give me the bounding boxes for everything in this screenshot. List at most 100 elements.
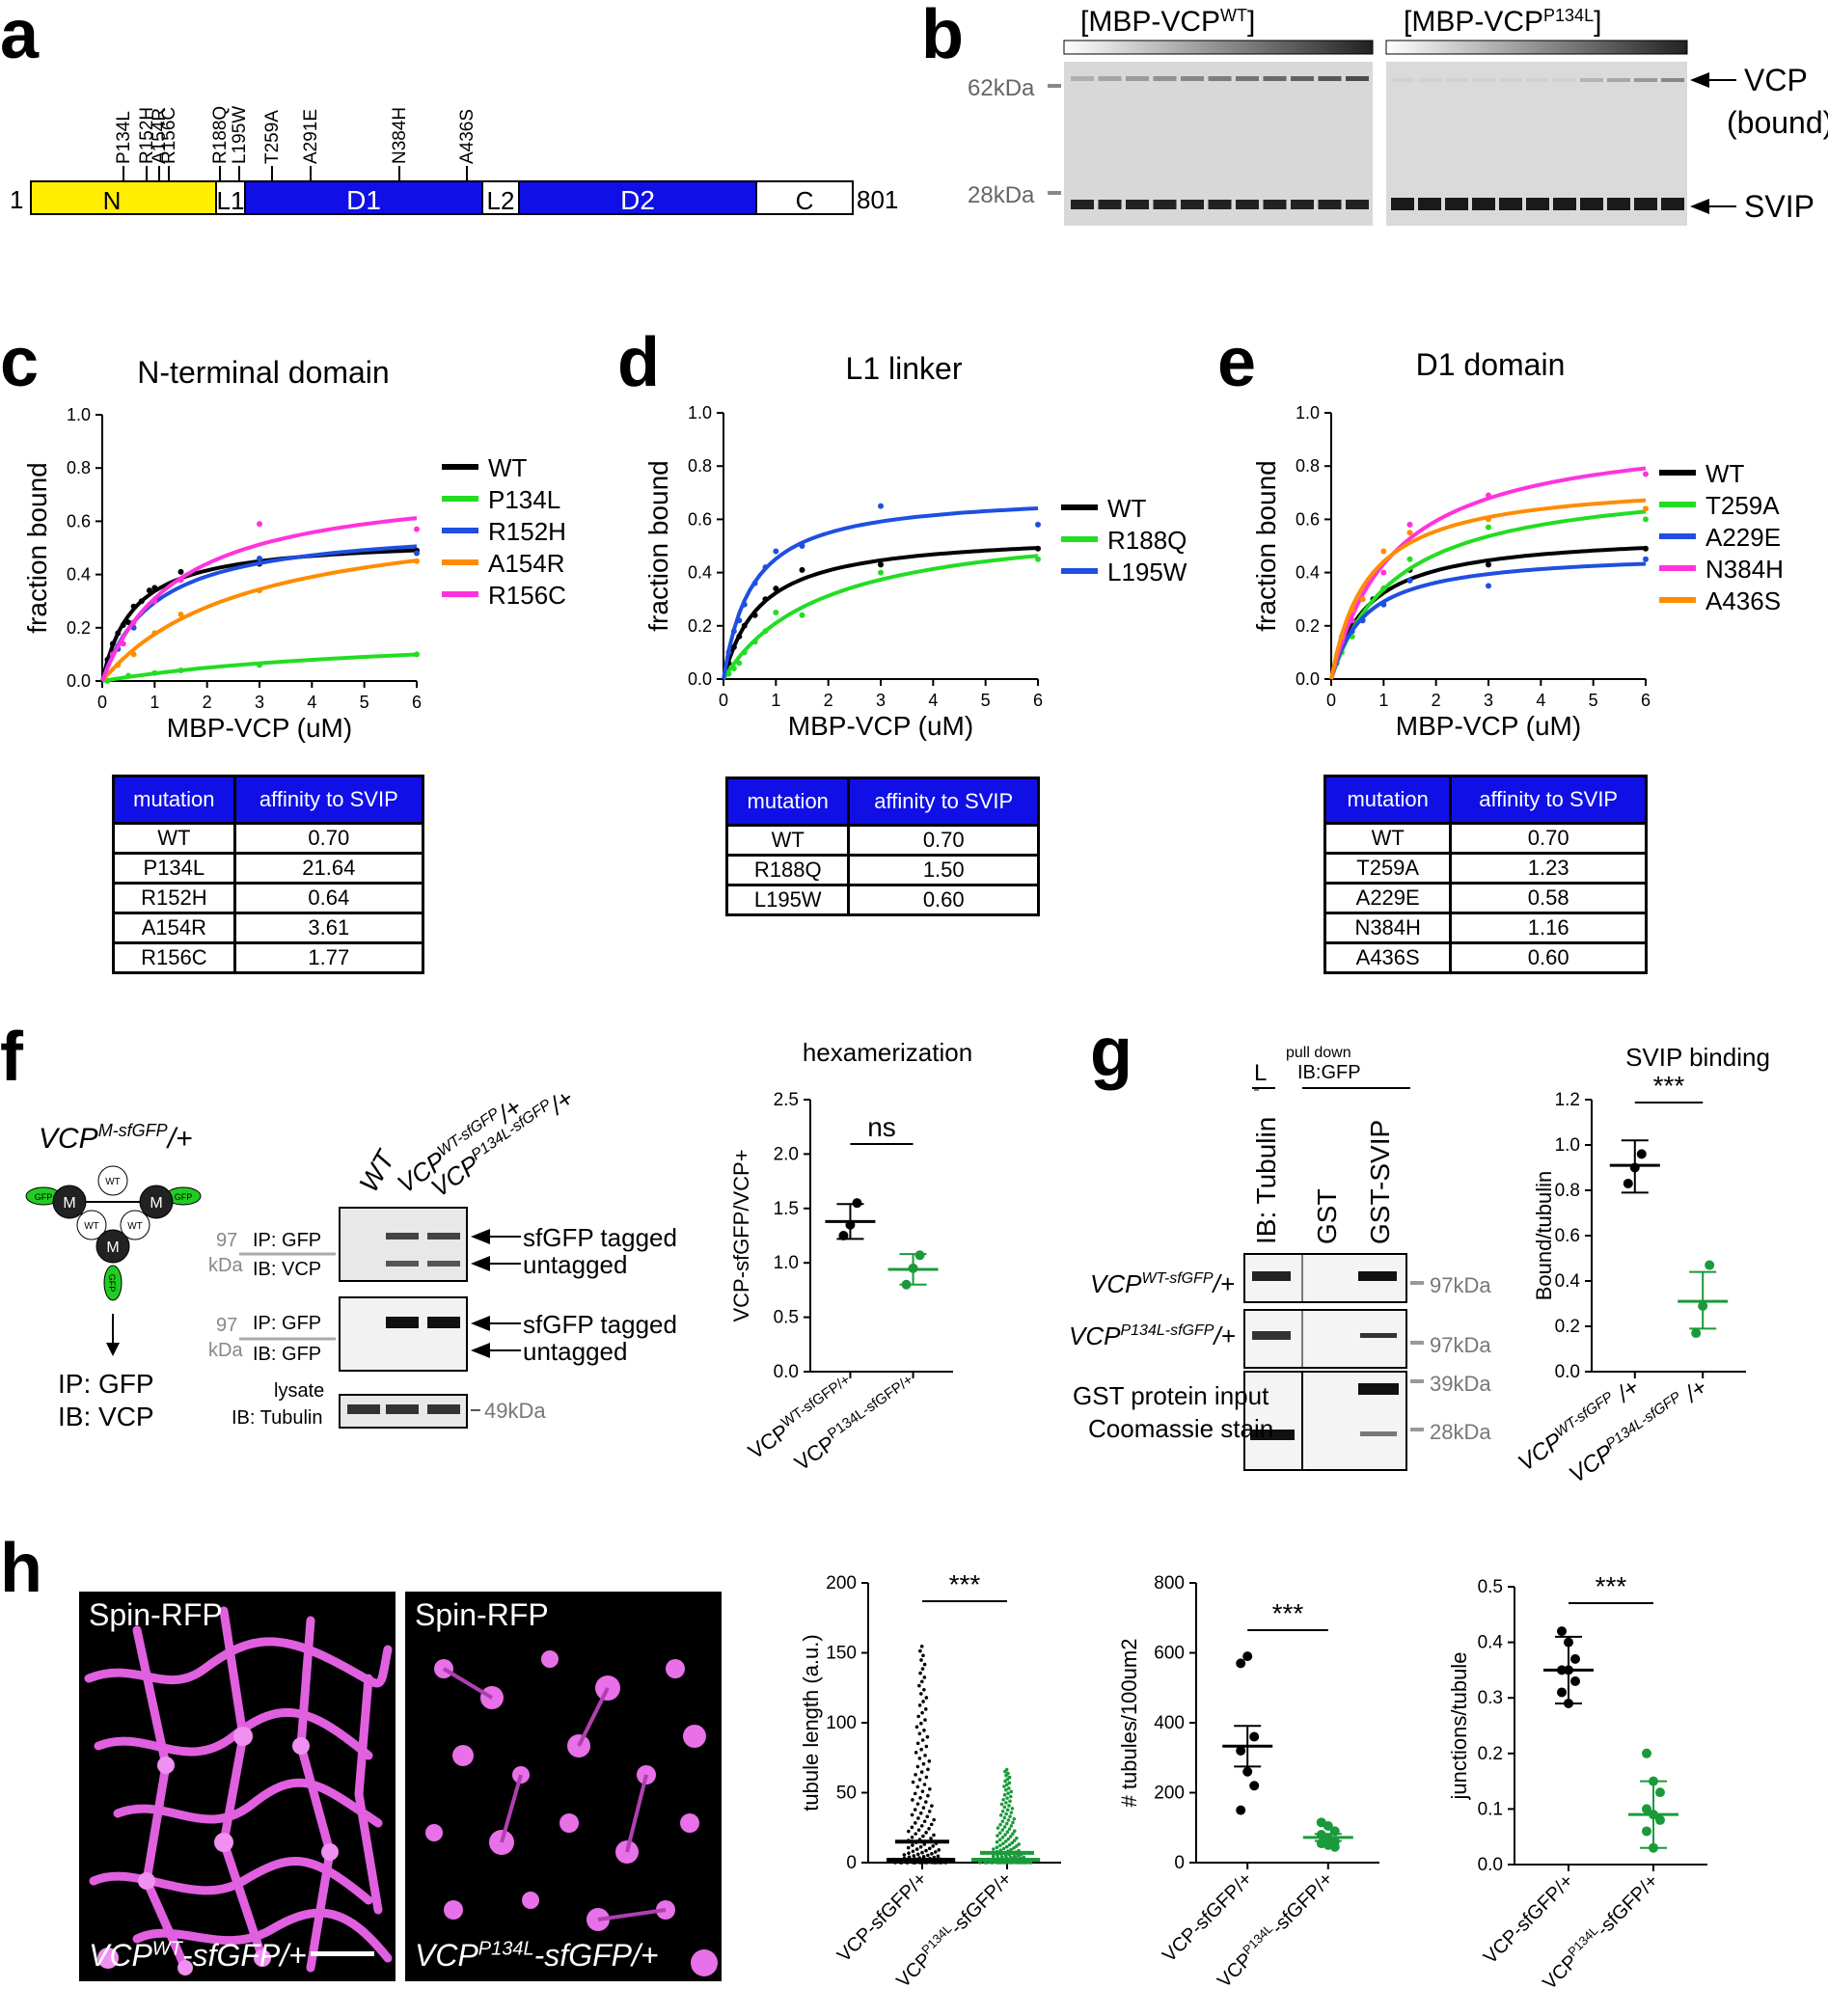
table-row: WT 0.70: [1323, 822, 1648, 855]
data-point: [1000, 1819, 1005, 1824]
data-point: [917, 1683, 921, 1688]
x-tick-label: 2: [203, 693, 212, 712]
data-point: [997, 1859, 1002, 1864]
data-point: [1007, 1786, 1011, 1790]
data-point: [115, 630, 122, 637]
data-point: [917, 1757, 922, 1760]
data-point: [911, 1849, 915, 1854]
y-tick-label: 0.6: [1296, 509, 1320, 529]
m-subunit-label: M: [106, 1240, 119, 1256]
gel-marker-62: 62kDa: [968, 75, 1035, 101]
data-point: [920, 1710, 924, 1715]
data-point: [1015, 1861, 1020, 1865]
data-point: [414, 526, 420, 532]
data-point: [992, 1856, 996, 1861]
data-point: [1011, 1858, 1016, 1863]
x-tick-label: 1: [150, 693, 159, 712]
data-point: [912, 1861, 915, 1865]
data-point: [1005, 1777, 1010, 1782]
data-point: [799, 612, 805, 618]
g-coomassie: Coomassie stain: [1088, 1414, 1273, 1443]
series-line-A436S: [1329, 498, 1647, 680]
panel-letter-g: g: [1090, 1014, 1132, 1091]
y-axis-label: fraction bound: [1251, 460, 1281, 631]
significance-label: ns: [867, 1112, 896, 1142]
table-row: R156C 1.77: [112, 941, 425, 974]
data-point: [1380, 601, 1387, 608]
data-point: [1010, 1860, 1015, 1865]
table-cell: WT: [1323, 822, 1453, 855]
f-ip-text: IP: GFP: [58, 1369, 154, 1399]
data-point: [1002, 1825, 1007, 1829]
data-point: [909, 1859, 914, 1864]
table-cell: T259A: [1323, 852, 1453, 885]
data-point: [1010, 1840, 1015, 1845]
data-point: [1338, 633, 1345, 640]
data-point: [898, 1860, 902, 1865]
data-point: [998, 1860, 1003, 1865]
chart-title: L1 linker: [846, 351, 963, 386]
data-point: [1002, 1793, 1007, 1797]
data-point: [1349, 617, 1355, 624]
data-point: [1015, 1836, 1019, 1840]
data-point: [919, 1692, 923, 1696]
blot-band: [1358, 1271, 1397, 1281]
data-point: [115, 645, 122, 652]
data-point: [994, 1860, 998, 1865]
data-point: [943, 1861, 948, 1865]
significance-label: ***: [1653, 1071, 1685, 1101]
data-point: [1014, 1850, 1018, 1854]
down-arrowhead: [106, 1343, 120, 1356]
series-line-WT: [100, 548, 418, 682]
data-point: [1005, 1830, 1010, 1835]
data-point: [890, 1858, 895, 1863]
legend-label: L195W: [1107, 558, 1187, 586]
data-point: [917, 1838, 922, 1841]
gel-band-svip: [1391, 198, 1414, 210]
data-point: [927, 1846, 932, 1851]
data-point: [1242, 1766, 1253, 1777]
data-point: [1011, 1832, 1015, 1836]
gel-band-vcp: [1661, 78, 1684, 82]
data-point: [1007, 1804, 1011, 1808]
m-subunit: [95, 1229, 130, 1264]
table-row: WT 0.70: [112, 822, 425, 855]
data-point: [922, 1858, 927, 1863]
data-point: [751, 639, 758, 645]
panel-letter-d: d: [617, 324, 660, 401]
data-point: [1486, 524, 1491, 531]
table-row: A436S 0.60: [1323, 941, 1648, 974]
y-tick-label: 1.0: [1296, 403, 1320, 422]
data-point: [751, 612, 758, 618]
data-point: [914, 1772, 917, 1777]
data-point: [177, 667, 184, 673]
gel-band-vcp: [1607, 78, 1630, 82]
data-point: [923, 1858, 928, 1863]
data-point: [1004, 1767, 1009, 1772]
data-point: [914, 1840, 918, 1844]
blot-band: [427, 1317, 460, 1328]
gel-band-vcp: [1236, 76, 1259, 81]
data-point: [1007, 1858, 1012, 1863]
data-point: [934, 1858, 939, 1863]
data-point: [924, 1744, 929, 1749]
data-point: [1022, 1855, 1026, 1860]
data-point: [887, 1858, 890, 1863]
data-point: [878, 503, 884, 509]
data-point: [130, 651, 137, 658]
data-point: [996, 1826, 1000, 1830]
data-point: [257, 662, 262, 668]
data-point: [1570, 1653, 1580, 1664]
data-point: [902, 1858, 907, 1863]
data-point: [893, 1861, 897, 1865]
data-point: [151, 585, 158, 591]
f-blot2-ip: IP: GFP: [253, 1313, 321, 1334]
gel-marker-62-tick: [1048, 84, 1061, 88]
wt-subunit: [97, 1165, 128, 1196]
data-point: [1031, 1858, 1036, 1863]
data-point: [1002, 1859, 1006, 1863]
data-point: [1026, 1860, 1031, 1865]
data-point: [1021, 1861, 1024, 1865]
data-point: [935, 1858, 939, 1863]
data-point: [1349, 628, 1355, 635]
